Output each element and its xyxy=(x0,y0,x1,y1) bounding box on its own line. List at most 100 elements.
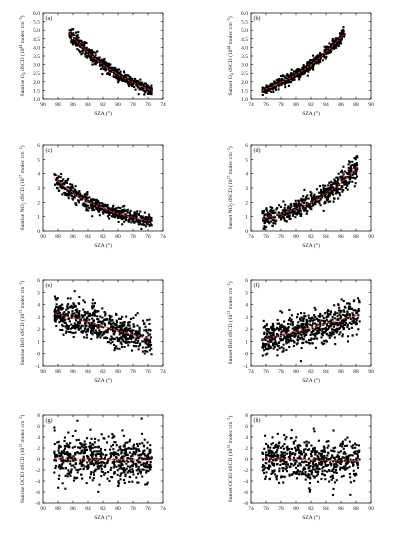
data-point xyxy=(300,319,303,322)
data-point xyxy=(139,454,142,457)
data-point xyxy=(71,446,74,449)
data-point xyxy=(290,211,293,214)
data-point xyxy=(126,79,129,82)
data-point xyxy=(280,346,283,349)
data-point xyxy=(120,75,123,78)
data-point xyxy=(279,337,283,340)
panel-g-label: (g) xyxy=(46,417,53,424)
data-point xyxy=(308,487,311,490)
data-point xyxy=(282,325,285,328)
data-point xyxy=(331,190,334,193)
data-point xyxy=(145,471,148,474)
data-point xyxy=(124,449,128,452)
data-point xyxy=(83,448,86,451)
data-point xyxy=(71,312,74,315)
data-point xyxy=(62,312,65,315)
data-point xyxy=(98,202,101,205)
data-point xyxy=(309,194,312,197)
data-point xyxy=(304,478,307,481)
data-point xyxy=(268,347,271,350)
data-point xyxy=(272,90,275,94)
data-point xyxy=(308,490,311,493)
data-point xyxy=(136,472,140,475)
data-point xyxy=(145,483,149,486)
data-point xyxy=(325,323,328,326)
data-point xyxy=(267,330,270,333)
data-point xyxy=(112,462,116,465)
panel-b-ytick-label: 6.0 xyxy=(241,11,248,17)
data-point xyxy=(325,440,328,443)
data-point xyxy=(83,458,86,462)
data-point xyxy=(104,61,107,64)
data-point xyxy=(136,448,139,451)
data-point xyxy=(294,204,297,207)
data-point xyxy=(108,314,111,317)
data-point xyxy=(262,326,265,329)
data-point xyxy=(296,75,299,78)
data-point xyxy=(289,453,292,456)
data-point xyxy=(335,42,338,45)
data-point xyxy=(137,461,140,464)
data-point xyxy=(103,311,106,314)
data-point xyxy=(272,464,276,467)
data-point xyxy=(345,457,348,460)
data-point xyxy=(279,325,282,328)
data-point xyxy=(335,471,338,474)
data-point xyxy=(93,450,96,453)
data-point xyxy=(72,455,75,458)
data-point xyxy=(74,316,77,319)
data-point xyxy=(281,213,285,216)
data-point xyxy=(116,473,119,476)
data-point xyxy=(271,471,274,475)
data-point xyxy=(114,330,117,333)
data-point xyxy=(150,224,153,227)
data-point xyxy=(128,480,131,483)
data-point xyxy=(88,312,91,315)
panel-f-ytick-label: 2 xyxy=(245,327,248,333)
data-point xyxy=(115,465,118,468)
data-point xyxy=(348,440,351,443)
panel-b-ytick-label: 1.0 xyxy=(241,97,248,103)
data-point xyxy=(147,213,151,216)
data-point xyxy=(64,459,67,462)
data-point xyxy=(57,486,60,489)
data-point xyxy=(330,456,333,459)
data-point xyxy=(120,345,124,349)
data-point xyxy=(130,83,133,86)
data-point xyxy=(138,456,141,459)
data-point xyxy=(352,176,355,179)
data-point xyxy=(298,455,301,458)
data-point xyxy=(127,74,130,77)
data-point xyxy=(303,335,306,338)
panel-e-xlabel: SZA (°) xyxy=(94,377,112,384)
data-point xyxy=(93,457,96,460)
data-point xyxy=(131,77,134,80)
data-point xyxy=(136,83,139,86)
data-point xyxy=(123,443,126,446)
data-point xyxy=(94,54,97,57)
data-point xyxy=(83,446,86,449)
data-point xyxy=(117,454,120,457)
data-point xyxy=(71,306,74,309)
data-point xyxy=(327,320,330,323)
data-point xyxy=(109,448,112,451)
data-point xyxy=(128,75,131,79)
data-point xyxy=(323,448,326,451)
data-point xyxy=(73,189,76,192)
data-point xyxy=(150,91,153,94)
panel-b-ylabel-part: molec cm xyxy=(228,22,234,46)
data-point xyxy=(299,319,302,322)
data-point xyxy=(65,331,68,334)
data-point xyxy=(349,481,352,484)
data-point xyxy=(63,439,66,442)
data-point xyxy=(119,341,122,344)
data-point xyxy=(295,202,298,205)
data-point xyxy=(271,334,274,337)
data-point xyxy=(339,34,342,37)
data-point xyxy=(309,317,312,320)
data-point xyxy=(96,59,99,62)
panel-g-ytick-label: -6 xyxy=(35,490,40,496)
data-point xyxy=(289,323,292,326)
data-point xyxy=(307,61,310,64)
data-point xyxy=(346,340,350,343)
